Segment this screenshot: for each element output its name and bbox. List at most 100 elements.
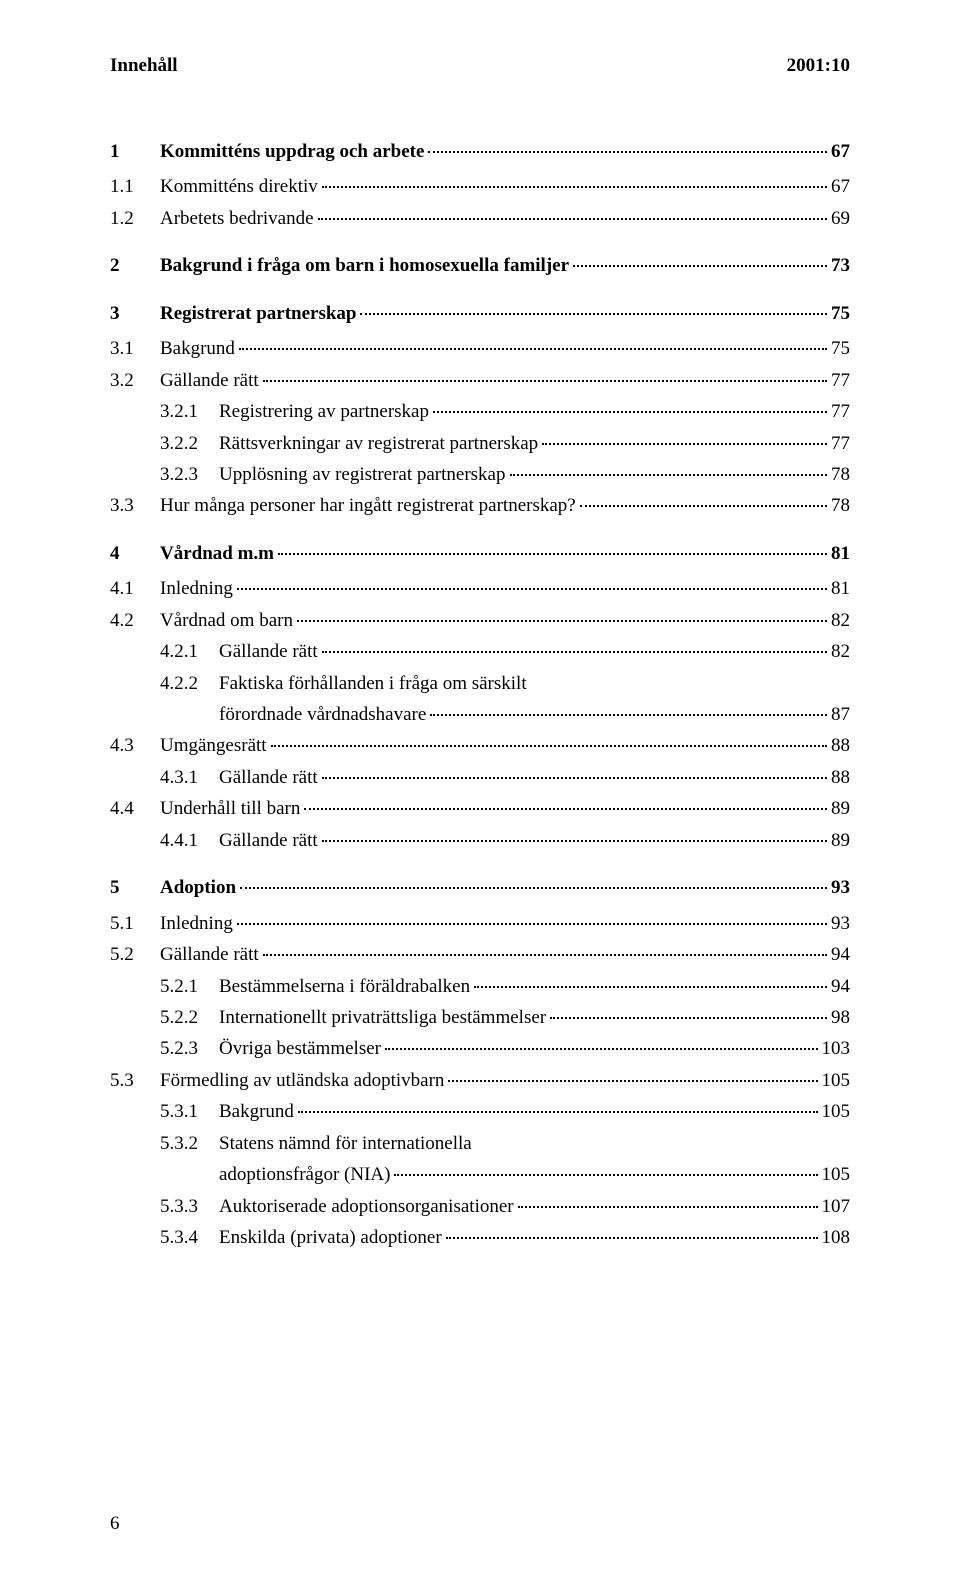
toc-title: Kommitténs direktiv: [160, 172, 318, 201]
toc-entry: 5.3.2Statens nämnd för internationella: [110, 1129, 850, 1158]
toc-leader: [542, 443, 827, 445]
toc-title: Enskilda (privata) adoptioner: [219, 1223, 442, 1252]
toc-number: 5.2.2: [160, 1003, 219, 1032]
toc-entry: 4.2.2Faktiska förhållanden i fråga om sä…: [110, 669, 850, 698]
toc-title: Gällande rätt: [160, 366, 259, 395]
toc-entry: 3.2.1Registrering av partnerskap77: [110, 397, 850, 426]
toc-leader: [360, 313, 827, 315]
toc-page: 78: [831, 491, 850, 520]
toc-page: 77: [831, 397, 850, 426]
toc-page: 69: [831, 204, 850, 233]
toc-title: Arbetets bedrivande: [160, 204, 314, 233]
toc-leader: [510, 474, 828, 476]
toc-number: 4.4: [110, 794, 160, 823]
toc-number: 4.2.1: [160, 637, 219, 666]
toc-page: 77: [831, 429, 850, 458]
toc-leader: [430, 714, 827, 716]
toc-title: Hur många personer har ingått registrera…: [160, 491, 576, 520]
toc-leader: [322, 651, 827, 653]
toc-page: 75: [831, 299, 850, 328]
page-number: 6: [110, 1513, 120, 1535]
table-of-contents: 1Kommitténs uppdrag och arbete671.1Kommi…: [110, 137, 850, 1252]
toc-page: 67: [831, 137, 850, 166]
toc-title: Bakgrund i fråga om barn i homosexuella …: [160, 251, 569, 280]
toc-leader: [263, 954, 827, 956]
toc-page: 77: [831, 366, 850, 395]
toc-entry: 1.1Kommitténs direktiv 67: [110, 172, 850, 201]
header-left: Innehåll: [110, 55, 178, 77]
toc-page: 82: [831, 637, 850, 666]
toc-number: 4: [110, 539, 160, 568]
toc-leader: [237, 923, 827, 925]
toc-title: Internationellt privaträttsliga bestämme…: [219, 1003, 546, 1032]
toc-number: 3.2.2: [160, 429, 219, 458]
toc-leader: [271, 745, 827, 747]
toc-page: 67: [831, 172, 850, 201]
toc-entry: 5Adoption93: [110, 873, 850, 902]
toc-entry: 4.4Underhåll till barn 89: [110, 794, 850, 823]
toc-leader: [318, 218, 827, 220]
toc-leader: [448, 1080, 817, 1082]
toc-number: 5.3.1: [160, 1097, 219, 1126]
toc-title: Umgängesrätt: [160, 731, 267, 760]
toc-number: 3.1: [110, 334, 160, 363]
toc-number: 5.1: [110, 909, 160, 938]
toc-leader: [304, 808, 827, 810]
toc-page: 98: [831, 1003, 850, 1032]
toc-title: Auktoriserade adoptionsorganisationer: [219, 1192, 514, 1221]
toc-entry: 1.2Arbetets bedrivande69: [110, 204, 850, 233]
toc-title: Adoption: [160, 873, 236, 902]
toc-entry: 5.3Förmedling av utländska adoptivbarn10…: [110, 1066, 850, 1095]
toc-number: 1.1: [110, 172, 160, 201]
toc-leader: [322, 840, 827, 842]
toc-leader: [298, 1111, 818, 1113]
toc-title: Vårdnad m.m: [160, 539, 274, 568]
toc-number: 4.3.1: [160, 763, 219, 792]
toc-entry: 5.3.1Bakgrund105: [110, 1097, 850, 1126]
toc-number: 4.2.2: [160, 669, 219, 698]
toc-number: 3.3: [110, 491, 160, 520]
toc-page: 89: [831, 826, 850, 855]
toc-title: Bakgrund: [160, 334, 235, 363]
toc-number: 5.3.4: [160, 1223, 219, 1252]
toc-entry: 5.2Gällande rätt94: [110, 940, 850, 969]
toc-entry: 3.2Gällande rätt77: [110, 366, 850, 395]
toc-leader: [446, 1237, 818, 1239]
toc-title: Bakgrund: [219, 1097, 294, 1126]
toc-entry: 5.1Inledning93: [110, 909, 850, 938]
toc-title: Registrering av partnerskap: [219, 397, 429, 426]
toc-leader: [297, 620, 827, 622]
toc-page: 75: [831, 334, 850, 363]
toc-title: Kommitténs uppdrag och arbete: [160, 137, 424, 166]
toc-leader: [518, 1206, 818, 1208]
toc-page: 82: [831, 606, 850, 635]
toc-title: Inledning: [160, 574, 233, 603]
toc-number: 5.2.1: [160, 972, 219, 1001]
toc-number: 2: [110, 251, 160, 280]
toc-number: 4.4.1: [160, 826, 219, 855]
toc-title: Gällande rätt: [219, 763, 318, 792]
toc-title: Rättsverkningar av registrerat partnersk…: [219, 429, 538, 458]
toc-leader: [428, 151, 827, 153]
toc-entry: 5.3.3Auktoriserade adoptionsorganisation…: [110, 1192, 850, 1221]
toc-leader: [239, 348, 827, 350]
toc-page: 107: [822, 1192, 851, 1221]
toc-entry: 1Kommitténs uppdrag och arbete67: [110, 137, 850, 166]
toc-entry: 2Bakgrund i fråga om barn i homosexuella…: [110, 251, 850, 280]
toc-title: Gällande rätt: [160, 940, 259, 969]
toc-number: 3: [110, 299, 160, 328]
toc-title: Registrerat partnerskap: [160, 299, 356, 328]
toc-page: 103: [822, 1034, 851, 1063]
toc-title: Förmedling av utländska adoptivbarn: [160, 1066, 444, 1095]
toc-entry: förordnade vårdnadshavare87: [110, 700, 850, 729]
toc-leader: [394, 1174, 817, 1176]
toc-page: 94: [831, 940, 850, 969]
toc-title: Övriga bestämmelser: [219, 1034, 381, 1063]
toc-page: 81: [831, 539, 850, 568]
toc-page: 89: [831, 794, 850, 823]
toc-title: Underhåll till barn: [160, 794, 300, 823]
toc-leader: [573, 265, 827, 267]
toc-entry: adoptionsfrågor (NIA)105: [110, 1160, 850, 1189]
toc-page: 105: [822, 1066, 851, 1095]
toc-leader: [322, 186, 827, 188]
